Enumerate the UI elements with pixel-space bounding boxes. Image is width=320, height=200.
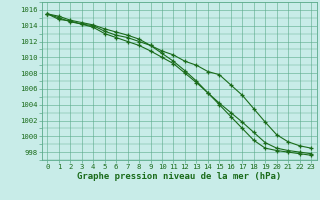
X-axis label: Graphe pression niveau de la mer (hPa): Graphe pression niveau de la mer (hPa) bbox=[77, 172, 281, 181]
